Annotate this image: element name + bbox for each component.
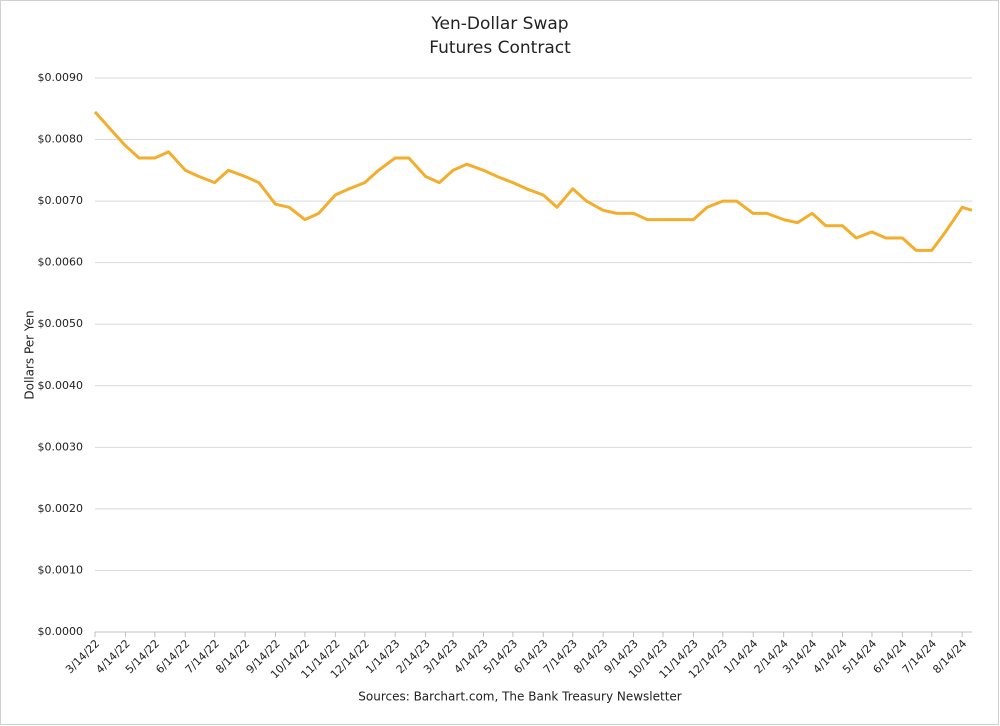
y-axis-label: Dollars Per Yen [23,310,37,399]
y-tick-label: $0.0040 [38,379,84,392]
chart-title: Yen-Dollar Swap [430,14,568,34]
y-tick-label: $0.0030 [38,440,84,453]
y-tick-label: $0.0070 [38,194,84,207]
y-tick-label: $0.0010 [38,563,84,576]
y-tick-label: $0.0080 [38,133,84,146]
y-tick-label: $0.0020 [38,502,84,515]
y-tick-label: $0.0090 [38,71,84,84]
y-tick-label: $0.0060 [38,256,84,269]
source-note: Sources: Barchart.com, The Bank Treasury… [358,690,682,704]
y-tick-label: $0.0050 [38,317,84,330]
data-line [93,110,973,252]
y-tick-label: $0.0000 [38,625,84,638]
chart-subtitle: Futures Contract [429,38,571,58]
